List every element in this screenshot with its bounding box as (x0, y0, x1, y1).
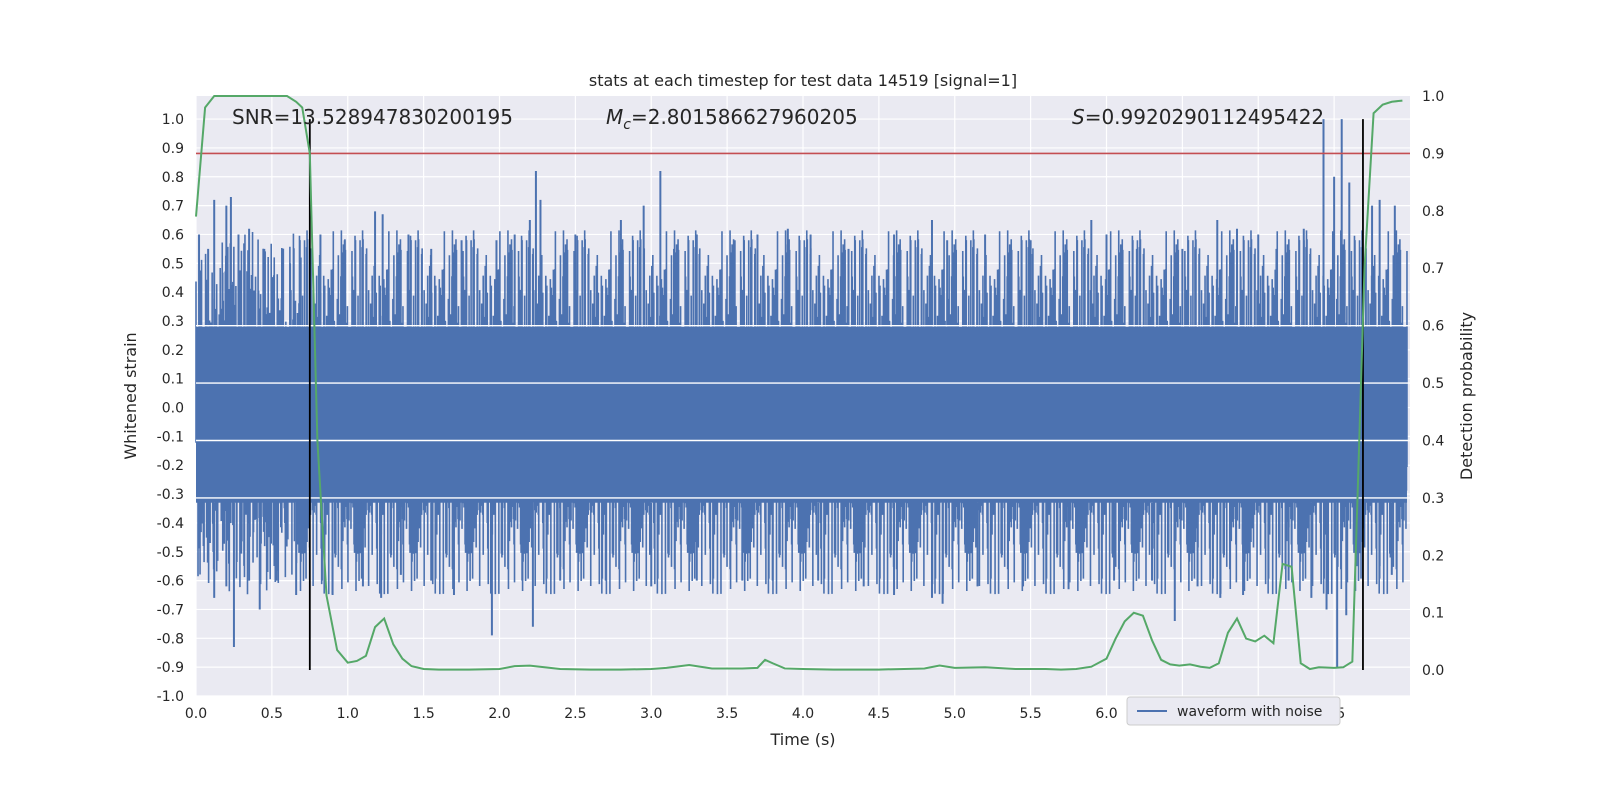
y-axis-label: Whitened strain (121, 332, 140, 459)
y-tick-label: -1.0 (157, 689, 184, 705)
x-tick-label: 0.5 (261, 706, 283, 722)
y-tick-label: -0.3 (157, 487, 184, 503)
annotation-0: SNR=13.528947830200195 (232, 105, 513, 129)
legend-entry-waveform: waveform with noise (1177, 704, 1322, 720)
annotation-2: S=0.9920290112495422 (1072, 105, 1324, 129)
y2-tick-label: 0.6 (1422, 319, 1444, 335)
y-tick-label: -0.2 (157, 458, 184, 474)
x-tick-label: 1.5 (412, 706, 434, 722)
y-tick-label: 0.3 (162, 314, 184, 330)
y2-tick-label: 0.4 (1422, 433, 1444, 449)
legend: waveform with noise (1126, 696, 1341, 726)
y-tick-label: -0.1 (157, 429, 184, 445)
y2-tick-label: 1.0 (1422, 89, 1444, 105)
y2-tick-label: 0.9 (1422, 146, 1444, 162)
legend-box (1126, 696, 1341, 726)
y2-axis-label: Detection probability (1457, 312, 1476, 480)
x-tick-label: 4.0 (792, 706, 814, 722)
y2-tick-label: 0.8 (1422, 204, 1444, 220)
y2-tick-label: 0.0 (1422, 663, 1444, 679)
y-tick-label: -0.5 (157, 545, 184, 561)
x-tick-label: 1.0 (337, 706, 359, 722)
y2-tick-label: 0.2 (1422, 548, 1444, 564)
annotations: SNR=13.528947830200195 Mc=2.8015866279602… (232, 105, 1324, 133)
x-tick-label: 3.0 (640, 706, 662, 722)
x-tick-label: 5.5 (1019, 706, 1041, 722)
y-tick-label: 0.1 (162, 372, 184, 388)
x-tick-label: 2.5 (564, 706, 586, 722)
y-tick-label: 0.6 (162, 227, 184, 243)
y-tick-label: 0.9 (162, 141, 184, 157)
y-tick-label: 0.7 (162, 199, 184, 215)
y-tick-label: -0.9 (157, 660, 184, 676)
y2-tick-label: 0.1 (1422, 606, 1444, 622)
y2-tick-label: 0.5 (1422, 376, 1444, 392)
x-tick-label: 5.0 (944, 706, 966, 722)
x-tick-label: 4.5 (868, 706, 890, 722)
x-tick-label: 3.5 (716, 706, 738, 722)
waveform-dense-band (196, 326, 1407, 503)
y-tick-label: -0.6 (157, 574, 184, 590)
x-tick-label: 6.0 (1095, 706, 1117, 722)
y-tick-label: 1.0 (162, 112, 184, 128)
y-tick-label: -0.7 (157, 602, 184, 618)
y-tick-label: 0.0 (162, 401, 184, 417)
x-tick-label: 0.0 (185, 706, 207, 722)
detection-probability-line (195, 95, 1403, 671)
series-layer (195, 119, 1408, 668)
y-tick-label: 0.2 (162, 343, 184, 359)
x-tick-label: 2.0 (488, 706, 510, 722)
annotation-1: Mc=2.801586627960205 (606, 105, 858, 133)
chart-title: stats at each timestep for test data 145… (589, 71, 1017, 90)
tick-labels: 0.00.51.01.52.02.53.03.54.04.55.05.56.06… (157, 89, 1445, 722)
y-tick-label: -0.4 (157, 516, 184, 532)
y2-tick-label: 0.7 (1422, 261, 1444, 277)
overlay-layer (195, 95, 1410, 671)
y-tick-label: 0.4 (162, 285, 184, 301)
y-tick-label: -0.8 (157, 631, 184, 647)
y-tick-label: 0.8 (162, 170, 184, 186)
y2-tick-label: 0.3 (1422, 491, 1444, 507)
x-axis-label: Time (s) (769, 730, 835, 749)
y-tick-label: 0.5 (162, 256, 184, 272)
